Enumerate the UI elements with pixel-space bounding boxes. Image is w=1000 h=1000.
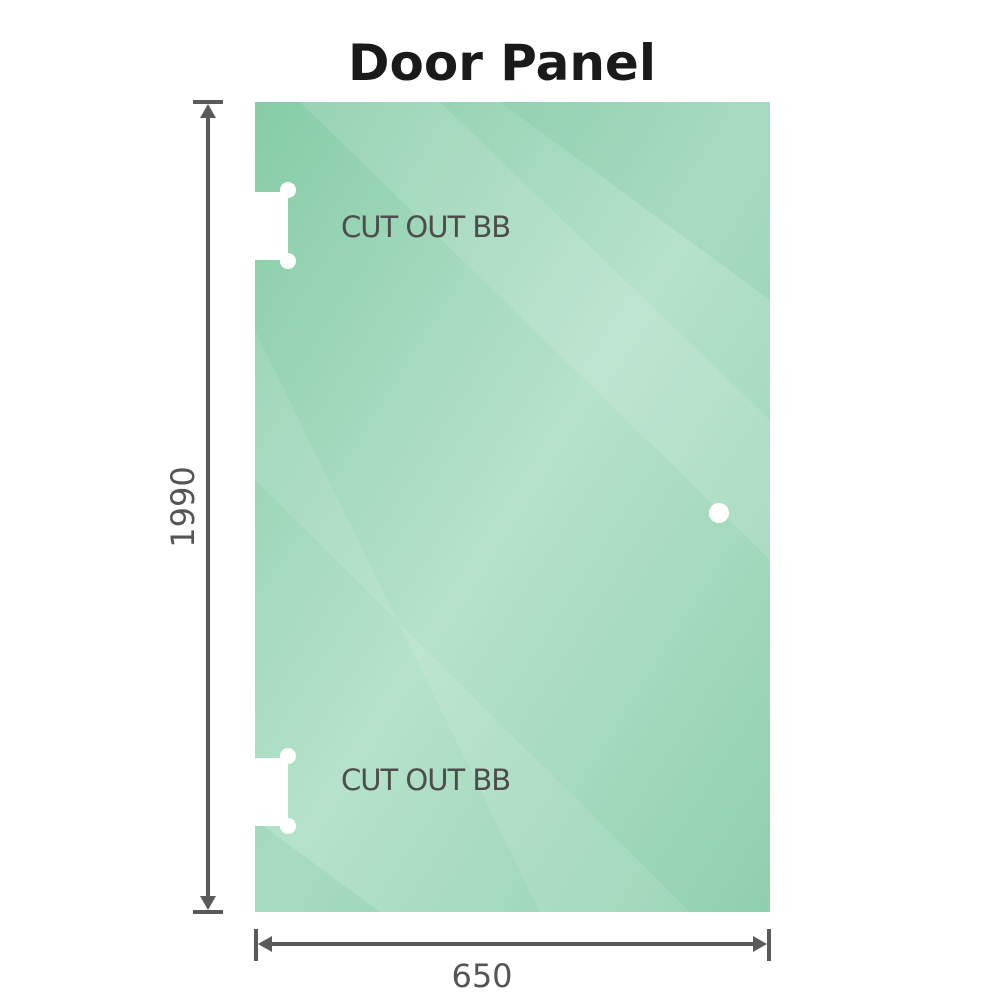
cutout-label-bottom: CUT OUT BB bbox=[341, 763, 510, 797]
cutout-bottom bbox=[253, 748, 296, 834]
width-dimension-line bbox=[254, 929, 771, 961]
width-label: 650 bbox=[451, 957, 512, 995]
diagram-title: Door Panel bbox=[348, 34, 656, 92]
glass-panel bbox=[255, 102, 770, 912]
cutout-top bbox=[253, 182, 296, 269]
cutout-label-top: CUT OUT BB bbox=[341, 210, 510, 244]
height-label: 1990 bbox=[164, 466, 202, 547]
handle-hole bbox=[709, 503, 729, 523]
height-dimension-line bbox=[193, 100, 223, 914]
